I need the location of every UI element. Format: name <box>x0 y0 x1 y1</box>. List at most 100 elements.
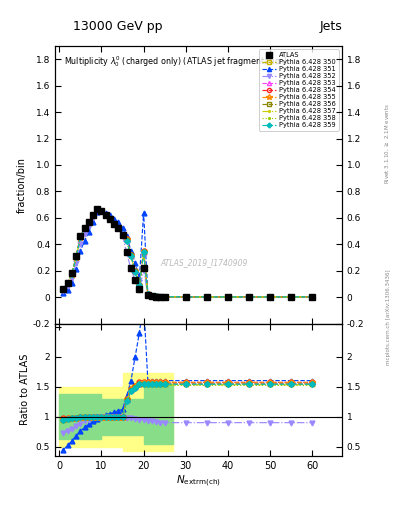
Pythia 6.428 352 <box>70 275 74 281</box>
Pythia 6.428 353 <box>226 294 230 300</box>
Pythia 6.428 351 <box>133 260 138 266</box>
Pythia 6.428 350 <box>204 294 209 300</box>
Pythia 6.428 359 <box>184 294 188 300</box>
Pythia 6.428 354 <box>112 221 116 227</box>
Pythia 6.428 354 <box>74 254 79 260</box>
Pythia 6.428 354 <box>137 282 142 288</box>
Pythia 6.428 352 <box>226 294 230 300</box>
ATLAS <box>91 212 95 218</box>
Pythia 6.428 350 <box>247 294 252 300</box>
Pythia 6.428 356 <box>133 268 138 274</box>
Pythia 6.428 350 <box>310 294 315 300</box>
Pythia 6.428 353 <box>70 271 74 277</box>
Pythia 6.428 351 <box>145 291 150 297</box>
Pythia 6.428 355 <box>95 205 99 211</box>
Pythia 6.428 359 <box>133 269 138 275</box>
ATLAS <box>86 219 91 225</box>
Pythia 6.428 357 <box>112 221 116 227</box>
Pythia 6.428 357 <box>95 205 99 211</box>
Pythia 6.428 356 <box>162 294 167 300</box>
Pythia 6.428 358 <box>162 294 167 300</box>
Pythia 6.428 353 <box>268 294 273 300</box>
Pythia 6.428 352 <box>103 212 108 218</box>
ATLAS <box>137 286 142 292</box>
Pythia 6.428 357 <box>141 249 146 255</box>
Pythia 6.428 351 <box>95 209 99 215</box>
Pythia 6.428 353 <box>116 225 121 231</box>
Pythia 6.428 358 <box>226 294 230 300</box>
Pythia 6.428 354 <box>116 225 121 231</box>
Pythia 6.428 359 <box>112 221 116 227</box>
Pythia 6.428 352 <box>125 250 129 256</box>
Pythia 6.428 359 <box>158 293 163 300</box>
Pythia 6.428 359 <box>141 249 146 255</box>
Pythia 6.428 351 <box>268 294 273 300</box>
Pythia 6.428 354 <box>247 294 252 300</box>
Pythia 6.428 351 <box>310 294 315 300</box>
Pythia 6.428 352 <box>184 294 188 300</box>
Pythia 6.428 355 <box>120 232 125 238</box>
Pythia 6.428 353 <box>86 219 91 225</box>
Line: Pythia 6.428 352: Pythia 6.428 352 <box>61 207 315 300</box>
Pythia 6.428 351 <box>108 212 112 218</box>
Pythia 6.428 352 <box>310 294 315 300</box>
Pythia 6.428 355 <box>310 294 315 300</box>
Pythia 6.428 358 <box>70 271 74 278</box>
Pythia 6.428 354 <box>86 219 91 225</box>
Pythia 6.428 358 <box>154 293 159 300</box>
Pythia 6.428 357 <box>99 208 104 215</box>
Line: Pythia 6.428 359: Pythia 6.428 359 <box>61 206 314 299</box>
Pythia 6.428 353 <box>150 293 154 299</box>
Pythia 6.428 351 <box>99 208 104 215</box>
Pythia 6.428 355 <box>268 294 273 300</box>
Pythia 6.428 359 <box>95 205 99 211</box>
Pythia 6.428 351 <box>103 210 108 216</box>
Pythia 6.428 355 <box>158 293 163 300</box>
Pythia 6.428 351 <box>289 294 294 300</box>
Pythia 6.428 359 <box>120 232 125 238</box>
Pythia 6.428 351 <box>137 275 142 281</box>
Pythia 6.428 357 <box>137 282 142 288</box>
Pythia 6.428 355 <box>137 282 142 288</box>
Pythia 6.428 355 <box>70 271 74 277</box>
ATLAS <box>82 225 87 231</box>
Pythia 6.428 358 <box>65 280 70 286</box>
Line: ATLAS: ATLAS <box>61 206 315 300</box>
Pythia 6.428 358 <box>61 286 66 292</box>
Pythia 6.428 354 <box>129 251 133 258</box>
Pythia 6.428 358 <box>268 294 273 300</box>
Pythia 6.428 353 <box>158 293 163 300</box>
Pythia 6.428 357 <box>133 269 138 275</box>
Pythia 6.428 358 <box>310 294 315 300</box>
Pythia 6.428 356 <box>82 225 87 231</box>
Pythia 6.428 358 <box>158 293 163 300</box>
Pythia 6.428 352 <box>112 221 116 227</box>
Pythia 6.428 355 <box>82 225 87 231</box>
Pythia 6.428 352 <box>141 267 146 273</box>
Pythia 6.428 353 <box>137 282 142 288</box>
Pythia 6.428 359 <box>82 225 87 231</box>
Pythia 6.428 351 <box>226 294 230 300</box>
Pythia 6.428 350 <box>95 205 99 211</box>
ATLAS <box>184 294 188 300</box>
Pythia 6.428 356 <box>95 205 99 211</box>
ATLAS <box>145 292 150 298</box>
Pythia 6.428 358 <box>204 294 209 300</box>
Pythia 6.428 356 <box>116 225 121 231</box>
Pythia 6.428 359 <box>103 212 108 218</box>
Pythia 6.428 359 <box>86 219 91 225</box>
Pythia 6.428 353 <box>78 234 83 240</box>
Pythia 6.428 350 <box>70 271 74 277</box>
Pythia 6.428 357 <box>74 254 79 260</box>
Pythia 6.428 356 <box>154 293 159 300</box>
ATLAS <box>162 294 167 300</box>
Pythia 6.428 350 <box>74 254 79 260</box>
Pythia 6.428 351 <box>247 294 252 300</box>
Pythia 6.428 357 <box>184 294 188 300</box>
Text: Rivet 3.1.10, $\geq$ 2.1M events: Rivet 3.1.10, $\geq$ 2.1M events <box>384 103 391 184</box>
Pythia 6.428 354 <box>268 294 273 300</box>
Pythia 6.428 354 <box>78 234 83 240</box>
Pythia 6.428 358 <box>91 212 95 218</box>
Pythia 6.428 357 <box>268 294 273 300</box>
ATLAS <box>226 294 230 300</box>
